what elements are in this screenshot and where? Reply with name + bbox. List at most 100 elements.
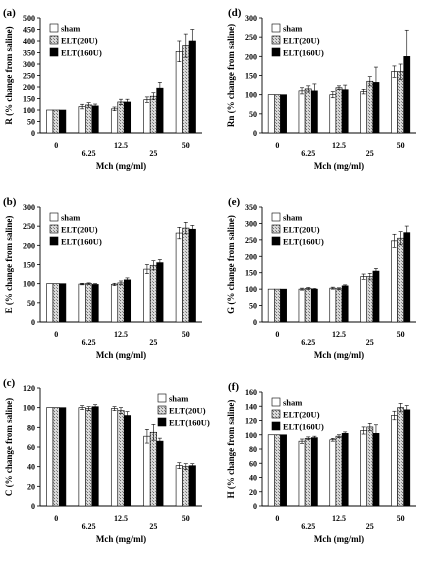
bar-e-ELT(160U)-6.25 (310, 288, 318, 323)
y-tick-label: 200 (23, 83, 35, 92)
y-tick-label: 200 (245, 252, 257, 261)
x-tick-label: 12.5 (332, 141, 346, 150)
x-axis-title: Mch (mg/ml) (96, 534, 146, 544)
bar-e-ELT(160U)-0 (280, 288, 287, 323)
bar-b-ELT(20U)-50 (182, 227, 190, 323)
y-tick-label: 250 (245, 33, 257, 42)
legend-label: sham (283, 24, 302, 34)
bar-c-sham-0 (46, 407, 54, 507)
bar-b-ELT(20U)-6.25 (85, 283, 93, 323)
bar-a-sham-12.5 (110, 108, 119, 134)
legend-label: sham (283, 398, 302, 408)
bar-a-sham-25 (143, 99, 151, 134)
x-tick-label: 6.25 (82, 149, 96, 158)
y-tick-label: 300 (23, 203, 35, 212)
bar-b-ELT(20U)-0 (52, 283, 60, 323)
x-tick-label: 12.5 (114, 141, 128, 150)
y-tick-label: 80 (27, 423, 35, 432)
x-tick-label: 0 (54, 330, 58, 339)
legend-label: sham (61, 24, 80, 34)
y-tick-label: 250 (23, 222, 35, 231)
bar-f-ELT(20U)-25 (366, 426, 374, 507)
x-tick-label: 50 (182, 141, 190, 150)
legend-label: ELT(160U) (61, 237, 102, 247)
y-tick-label: 500 (23, 14, 35, 23)
legend-swatch (271, 212, 281, 222)
legend-label: ELT(20U) (283, 36, 320, 46)
bar-d-ELT(160U)-0 (280, 94, 287, 134)
y-tick-label: 60 (249, 459, 257, 468)
y-tick-label: 20 (27, 482, 35, 491)
bar-b-ELT(160U)-0 (59, 283, 67, 323)
panel-label: (b) (3, 196, 17, 208)
y-tick-label: 450 (23, 26, 35, 35)
bar-f-ELT(20U)-6.25 (304, 438, 312, 507)
bar-e-ELT(20U)-6.25 (304, 288, 312, 323)
y-tick-label: 20 (249, 488, 257, 497)
bar-d-sham-25 (360, 91, 368, 134)
x-tick-label: 25 (149, 338, 157, 347)
bar-e-ELT(160U)-25 (372, 270, 380, 323)
legend-swatch (49, 212, 59, 222)
bar-a-sham-6.25 (78, 106, 86, 134)
bar-b-ELT(20U)-25 (149, 264, 157, 323)
bar-e-sham-12.5 (329, 287, 337, 323)
bar-b-sham-12.5 (110, 284, 119, 323)
bar-e-ELT(20U)-50 (397, 237, 404, 323)
bar-e-ELT(160U)-50 (403, 232, 411, 323)
y-tick-label: 50 (27, 118, 35, 127)
legend-swatch (271, 409, 281, 419)
bar-a-ELT(20U)-50 (182, 45, 190, 134)
legend-label: ELT(160U) (61, 48, 102, 58)
y-tick-label: 40 (27, 463, 35, 472)
bar-f-sham-12.5 (329, 439, 337, 507)
bar-d-sham-6.25 (298, 90, 306, 134)
x-tick-label: 25 (149, 522, 157, 531)
x-axis-title: Mch (mg/ml) (314, 161, 364, 171)
bar-d-sham-50 (391, 71, 398, 134)
bar-d-ELT(20U)-0 (274, 94, 281, 134)
x-tick-label: 25 (366, 522, 374, 531)
y-tick-label: 40 (249, 474, 257, 483)
bar-d-ELT(20U)-50 (397, 71, 404, 134)
bar-d-ELT(20U)-12.5 (335, 87, 343, 134)
y-tick-label: 0 (253, 129, 257, 138)
legend-swatch (157, 405, 167, 415)
bar-f-ELT(160U)-12.5 (341, 433, 349, 507)
bar-e-sham-50 (391, 240, 398, 323)
bar-f-ELT(160U)-25 (372, 433, 380, 507)
y-axis-title: C (% change from saline) (4, 398, 14, 496)
legend-swatch (157, 417, 167, 427)
legend-label: ELT(20U) (283, 225, 320, 235)
legend-label: ELT(160U) (283, 237, 324, 247)
bar-b-sham-0 (46, 283, 54, 323)
legend-label: ELT(160U) (283, 422, 324, 432)
bar-d-ELT(160U)-12.5 (341, 89, 349, 134)
y-tick-label: 150 (23, 261, 35, 270)
bar-a-sham-50 (175, 51, 183, 134)
y-tick-label: 100 (23, 106, 35, 115)
legend-swatch (271, 23, 281, 33)
bar-a-sham-0 (46, 109, 54, 134)
y-tick-label: 100 (245, 91, 257, 100)
chart-panel-a: 0 50 100 150 200 250 300 350 400 450 500 0 6.25 12.5 2… (3, 7, 202, 171)
y-tick-label: 100 (23, 404, 35, 413)
y-tick-label: 60 (27, 443, 35, 452)
y-tick-label: 300 (245, 14, 257, 23)
y-tick-label: 50 (249, 302, 257, 311)
x-tick-label: 6.25 (301, 149, 315, 158)
panel-label: (c) (3, 377, 16, 389)
y-tick-label: 150 (23, 95, 35, 104)
y-tick-label: 100 (23, 280, 35, 289)
y-tick-label: 350 (23, 49, 35, 58)
legend-label: ELT(20U) (283, 410, 320, 420)
y-tick-label: 120 (245, 417, 257, 426)
chart-panel-b: 0 50 100 150 200 250 300 0 6.25 12.5 25 50 Mch (mg/m… (3, 196, 202, 360)
y-tick-label: 50 (249, 110, 257, 119)
bar-f-ELT(160U)-0 (280, 434, 287, 507)
legend-swatch (271, 421, 281, 431)
bar-f-ELT(20U)-12.5 (335, 435, 343, 507)
x-tick-label: 0 (54, 514, 58, 523)
x-tick-label: 50 (397, 141, 405, 150)
x-tick-label: 12.5 (114, 330, 128, 339)
